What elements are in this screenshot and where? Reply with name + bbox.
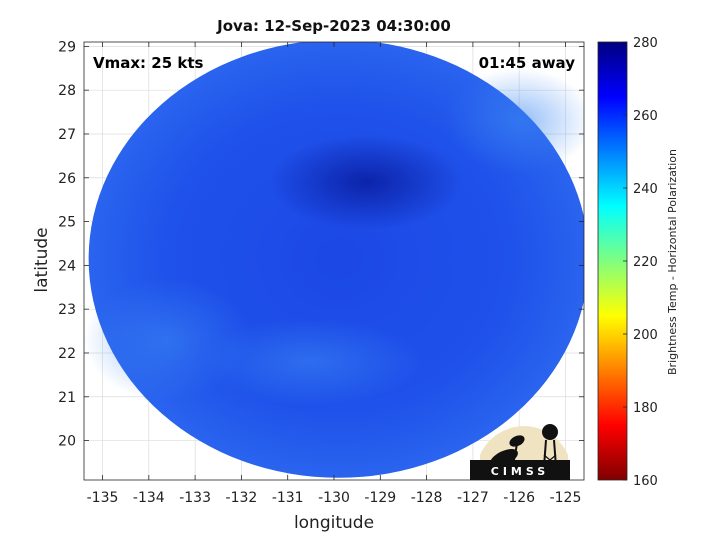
y-tick-label: 21: [58, 390, 76, 406]
y-ticks: 20 21 22 23 24 25 26 27 28 29: [58, 39, 584, 450]
x-tick-label: -134: [133, 490, 165, 506]
colorbar-tick-label: 180: [633, 401, 658, 416]
x-tick-label: -128: [411, 490, 443, 506]
warm-band-south: [199, 317, 422, 406]
colorbar-tick-label: 260: [633, 109, 658, 124]
y-tick-label: 26: [58, 171, 76, 187]
colorbar-tick-label: 200: [633, 328, 658, 343]
colorbar-tick-label: 220: [633, 255, 658, 270]
y-tick-label: 20: [58, 434, 76, 450]
chart-title: Jova: 12-Sep-2023 04:30:00: [216, 17, 451, 35]
colorbar-tick-label: 240: [633, 182, 658, 197]
vmax-annotation: Vmax: 25 kts: [93, 54, 203, 72]
x-tick-label: -131: [272, 490, 304, 506]
y-tick-label: 25: [58, 215, 76, 231]
x-tick-label: -126: [503, 490, 535, 506]
y-tick-label: 27: [58, 127, 76, 143]
x-axis-label: longitude: [294, 513, 374, 533]
cold-center: [269, 133, 464, 231]
logo-text: CIMSS: [491, 465, 549, 478]
colorbar-tick-label: 160: [633, 474, 658, 489]
y-tick-label: 29: [58, 39, 76, 55]
data-swath: [84, 42, 584, 478]
y-axis-label: latitude: [32, 227, 52, 292]
colorbar-ticks: 160 180 200 220 240 260 280: [623, 36, 658, 489]
colorbar-tick-label: 280: [633, 36, 658, 51]
x-tick-label: -135: [87, 490, 119, 506]
x-tick-label: -129: [364, 490, 396, 506]
x-tick-label: -130: [318, 490, 350, 506]
x-tick-label: -127: [457, 490, 489, 506]
time-away-annotation: 01:45 away: [479, 54, 576, 72]
y-tick-label: 22: [58, 346, 76, 362]
cimss-logo: CIMSS: [470, 424, 570, 481]
colorbar-label: Brightness Temp - Horizontal Polarizatio…: [666, 149, 679, 375]
x-ticks: -135 -134 -133 -132 -131 -130 -129 -128 -127 -126…: [87, 42, 582, 506]
y-tick-label: 23: [58, 302, 76, 318]
warm-band-east: [445, 68, 584, 174]
x-tick-label: -133: [179, 490, 211, 506]
x-tick-label: -125: [550, 490, 582, 506]
y-tick-label: 28: [58, 83, 76, 99]
x-tick-label: -132: [226, 490, 258, 506]
y-tick-label: 24: [58, 258, 76, 274]
colorbar: [597, 41, 628, 481]
